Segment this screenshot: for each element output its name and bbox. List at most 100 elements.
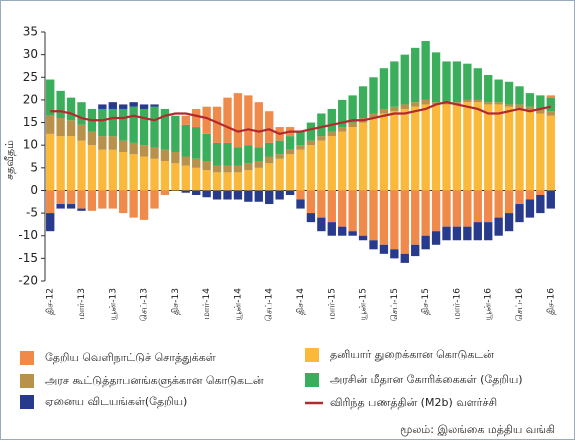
bar	[66, 136, 76, 191]
bar	[160, 161, 170, 191]
bar	[504, 106, 514, 191]
bar	[46, 213, 55, 232]
bar	[338, 127, 347, 132]
bar	[379, 244, 389, 254]
bar	[181, 115, 190, 125]
y-axis-label: சதவீதம்	[3, 140, 16, 180]
bar	[400, 108, 409, 191]
legend-swatch	[305, 373, 319, 387]
x-tick-label: மார்-16	[452, 288, 462, 320]
bar	[223, 172, 232, 191]
bar	[108, 102, 117, 109]
bar	[546, 95, 555, 98]
bar	[275, 154, 284, 159]
bar	[296, 131, 305, 146]
bar	[150, 104, 159, 107]
bar	[66, 204, 76, 209]
bar	[244, 163, 253, 171]
bar	[244, 190, 253, 202]
bar	[98, 136, 107, 150]
bar	[212, 190, 222, 200]
x-tick-label: திச-16	[546, 288, 556, 315]
bar	[348, 95, 357, 123]
bar	[192, 167, 201, 191]
bar	[181, 165, 190, 191]
bar	[306, 122, 316, 141]
bar	[285, 190, 295, 195]
bar	[327, 222, 336, 236]
bar	[317, 140, 326, 191]
bar	[265, 111, 274, 143]
bar	[442, 102, 451, 105]
x-tick-label: யூன்-13	[108, 288, 118, 320]
bar	[56, 136, 65, 191]
bar	[119, 190, 128, 214]
bar	[452, 102, 462, 105]
bar	[411, 102, 420, 107]
bar	[202, 106, 211, 134]
bar	[233, 165, 243, 173]
bar	[77, 140, 86, 191]
bar	[504, 104, 514, 107]
bar	[317, 217, 326, 232]
bar	[400, 104, 409, 109]
legend-swatch	[305, 348, 319, 362]
bar	[525, 93, 535, 107]
bar	[525, 106, 535, 112]
bar	[421, 104, 430, 191]
bar	[421, 235, 430, 250]
bar	[546, 97, 555, 112]
bar	[160, 108, 170, 150]
bar	[150, 106, 159, 148]
bar	[452, 104, 462, 191]
bar	[400, 190, 409, 254]
x-tick-label: திச-12	[46, 288, 56, 315]
bar	[338, 131, 347, 191]
bar	[275, 158, 284, 191]
bar	[536, 113, 545, 191]
bar	[411, 190, 420, 245]
bar	[421, 99, 430, 105]
bar	[390, 190, 399, 250]
bar	[338, 99, 347, 128]
y-tick-label: 15	[23, 115, 38, 129]
bar	[87, 131, 97, 146]
bar	[452, 226, 462, 241]
x-tick-label: செப்-16	[515, 288, 525, 322]
bar	[139, 156, 149, 191]
bar	[46, 133, 55, 191]
bar	[66, 190, 76, 205]
bar	[452, 190, 462, 227]
x-tick-label: செப்-13	[140, 288, 150, 321]
bar	[473, 99, 482, 103]
x-tick-label: செப்-14	[265, 288, 275, 322]
bar	[358, 190, 368, 236]
bar	[233, 147, 243, 166]
bar	[411, 244, 420, 257]
bar	[192, 108, 201, 128]
bar	[285, 154, 295, 191]
bar	[233, 190, 243, 200]
bar	[536, 95, 545, 109]
bar	[202, 190, 211, 198]
bar	[56, 190, 65, 205]
bar	[77, 102, 86, 125]
bar	[431, 104, 441, 191]
y-tick-label: 30	[23, 47, 38, 61]
legend-swatch	[20, 374, 34, 388]
bar	[119, 104, 128, 109]
bar	[285, 136, 295, 150]
bar	[327, 190, 336, 223]
x-tick-label: செப்-15	[390, 288, 400, 321]
bar	[192, 158, 201, 168]
bar	[98, 108, 107, 137]
y-tick-label: 5	[30, 160, 38, 174]
bar	[317, 113, 326, 137]
bar	[212, 172, 222, 191]
bar	[390, 106, 399, 112]
bar	[317, 136, 326, 141]
bar	[421, 190, 430, 236]
bar	[525, 199, 535, 218]
y-tick-label: -20	[18, 274, 38, 288]
x-tick-label: மார்-15	[327, 288, 337, 319]
